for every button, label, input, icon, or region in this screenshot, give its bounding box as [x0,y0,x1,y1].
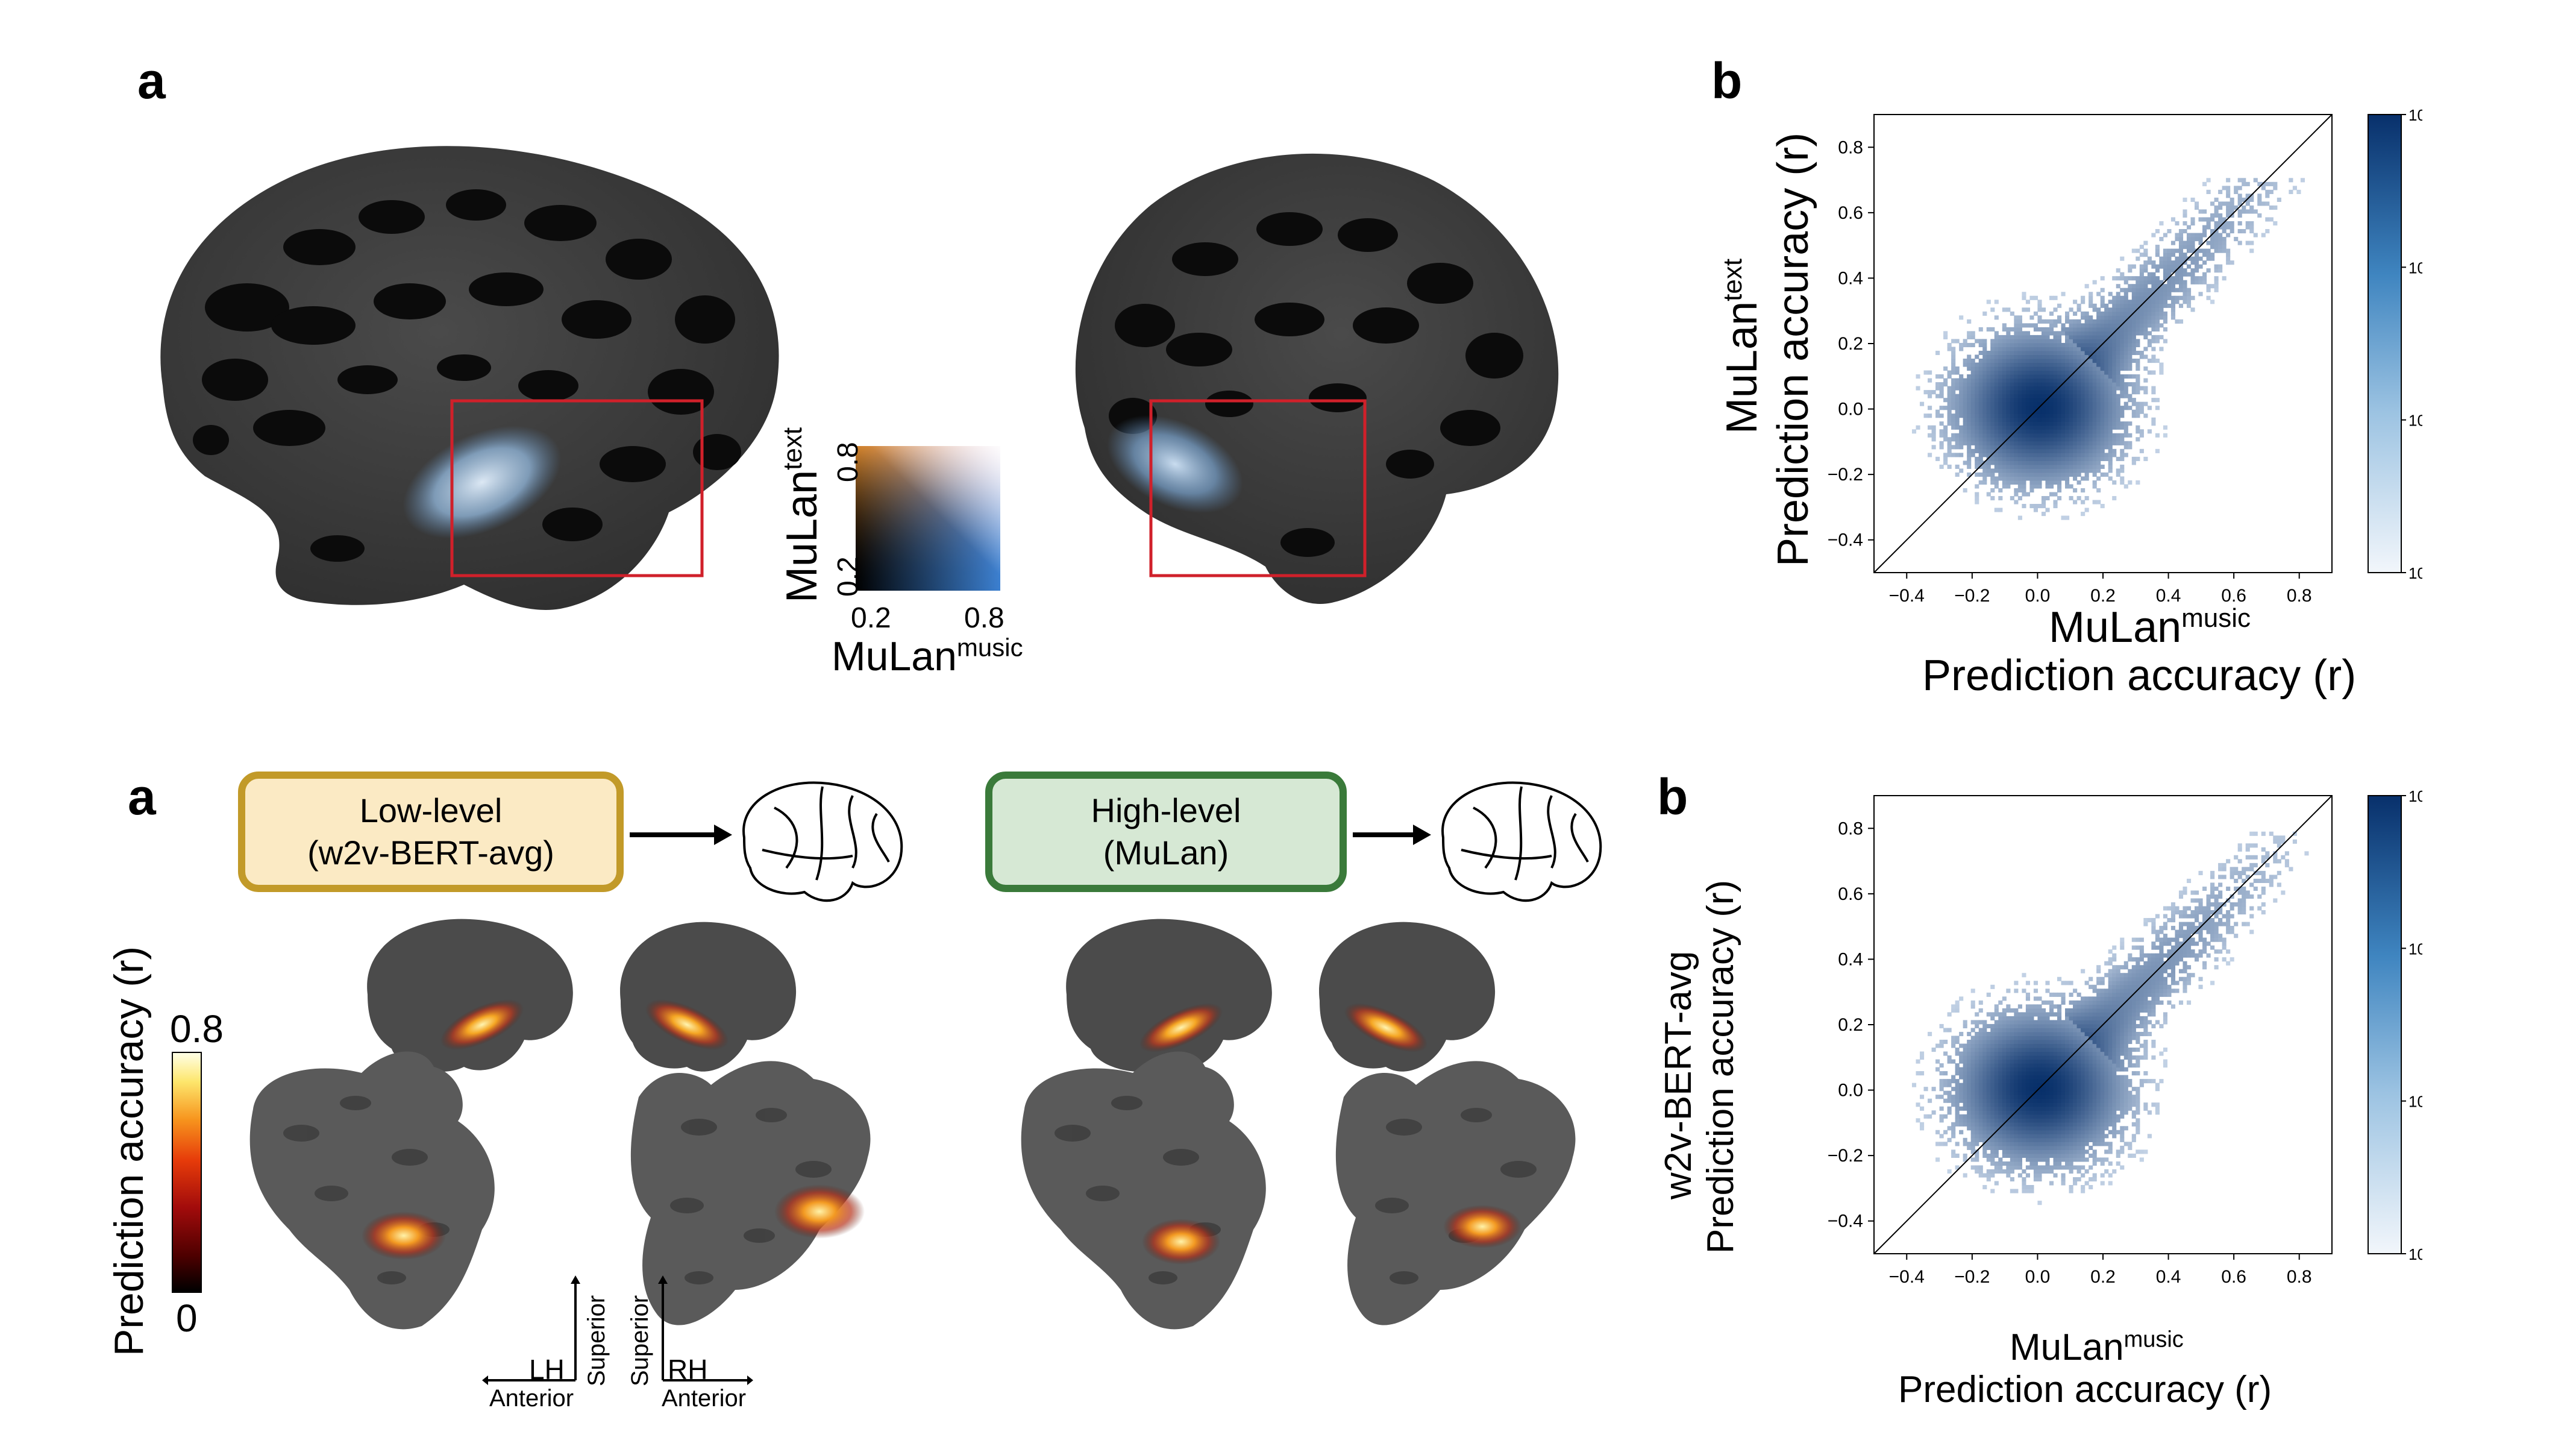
top-scatter-colorbar-tick-label: 10⁻¹ [2408,564,2422,582]
low-level-model-box: Low-level (w2v-BERT-avg) [238,772,624,892]
anterior-label-right: Anterior [662,1385,747,1412]
density-plot-w2v-vs-music: −0.4 −0.2 0.0 0.2 0.4 0.6 0.8 −0.4 −0.2 0.0 0.2 0.4… [1828,787,2422,1287]
top-scatter-colorbar-tick-label: 10² [2408,106,2422,124]
brain-high-rh [1319,922,1496,1072]
top-scatter-ylabel-line1: MuLantext [1718,258,1766,434]
low-level-box-line2: (w2v-BERT-avg) [307,834,554,872]
top-scatter-identity-line [1873,114,2333,573]
low-level-box-line1: Low-level [359,791,503,829]
bottom-scatter-colorbar [2368,795,2402,1254]
high-level-box-line2: (MuLan) [1103,834,1229,872]
colormap-xtick-high: 0.8 [964,602,1004,634]
top-scatter-ytick-label: 0.2 [1838,334,1863,354]
top-scatter-xtick-label: −0.4 [1889,586,1925,606]
panel-label-top-a: a [137,52,166,109]
bottom-scatter-identity-line [1873,795,2333,1254]
inflated-brains-row [367,919,1496,1072]
prediction-accuracy-colorbar [172,1052,202,1293]
bottom-scatter-xtick-label: −0.2 [1954,1267,1990,1287]
flatmap-high-lh [1021,1051,1266,1330]
density-plot-mulan-text-vs-music: −0.4 −0.2 0.0 0.2 0.4 0.6 0.8 −0.4 −0.2 0.0 0.2 0.4… [1828,106,2422,606]
bottom-scatter-ytick-label: 0.8 [1838,819,1863,838]
top-scatter-colorbar-tick-label: 10¹ [2408,259,2422,277]
top-scatter-ytick-label: 0.4 [1838,268,1863,288]
top-scatter-density-bins [1911,178,2305,520]
brain-high-lh [1066,919,1272,1072]
flatmap-high-rh [1335,1061,1576,1325]
top-scatter-colorbar-tick-label: 10⁰ [2408,412,2422,430]
high-level-box-line1: High-level [1091,791,1241,829]
colormap-y-label: MuLantext [778,427,826,603]
top-scatter-ytick-label: 0.8 [1838,137,1863,157]
bottom-scatter-xtick-label: −0.4 [1889,1267,1925,1287]
flatmaps-row [249,1051,1576,1330]
brain-rh-lateral-view [1075,153,1559,604]
flatmap-low-lh [249,1051,495,1330]
top-scatter-colorbar [2368,114,2402,573]
bottom-scatter-xtick-label: 0.0 [2025,1267,2051,1287]
top-scatter-xtick-label: 0.6 [2221,586,2246,606]
bottom-scatter-xtick-label: 0.4 [2156,1267,2181,1287]
bottom-scatter-colorbar-tick-label: 10⁻¹ [2408,1245,2422,1263]
bottom-scatter-xtick-label: 0.8 [2287,1267,2312,1287]
bottom-scatter-xlabel-line2: Prediction accuracy (r) [1898,1369,2272,1410]
bottom-scatter-colorbar-tick-label: 10¹ [2408,940,2422,958]
brain-low-rh [620,922,797,1072]
bottom-scatter-xtick-label: 0.6 [2221,1267,2246,1287]
bottom-scatter-ylabel-line1: w2v-BERT-avg [1658,951,1699,1199]
colorbar-min-label: 0 [176,1297,198,1340]
top-scatter-ytick-label: 0.6 [1838,203,1863,223]
bottom-scatter-density-bins [1911,831,2309,1205]
top-scatter-xlabel-line2: Prediction accuracy (r) [1922,652,2357,700]
bottom-scatter-ytick-label: 0.2 [1838,1015,1863,1035]
high-level-model-box: High-level (MuLan) [985,772,1347,892]
panel-label-bottom-b: b [1657,769,1688,825]
top-scatter-ylabel-line2: Prediction accuracy (r) [1769,132,1817,567]
colorbar-axis-label: Prediction accuracy (r) [106,946,152,1356]
top-scatter-ytick-label: −0.2 [1828,465,1863,485]
superior-label-right: Superior [627,1295,653,1386]
colormap-ytick-low: 0.2 [832,556,864,597]
colormap-ytick-high: 0.8 [832,442,864,482]
panel-label-bottom-a: a [128,769,156,825]
orientation-axes [482,1275,753,1385]
bottom-scatter-ylabel-line2: Prediction accuracy (r) [1700,879,1741,1254]
top-scatter-xtick-label: −0.2 [1954,586,1990,606]
top-scatter-xtick-label: 0.2 [2090,586,2116,606]
top-scatter-xtick-label: 0.0 [2025,586,2051,606]
colorbar-max-label: 0.8 [170,1007,224,1051]
bottom-scatter-ytick-label: 0.0 [1838,1081,1863,1101]
lh-label: LH [529,1354,565,1385]
bottom-scatter-ytick-label: 0.4 [1838,949,1863,969]
panel-label-top-b: b [1711,52,1743,109]
top-scatter-xtick-label: 0.4 [2156,586,2181,606]
rh-label: RH [668,1354,708,1385]
arrow-to-brain-icon-high [1353,781,1602,902]
bottom-scatter-xlabel-line1: MuLanmusic [2010,1327,2184,1368]
bottom-scatter-colorbar-tick-label: 10² [2408,787,2422,805]
brain-lh-lateral-view [160,146,779,610]
brain-low-lh [367,919,573,1072]
colormap-x-label: MuLanmusic [832,633,1023,679]
bottom-scatter-colorbar-tick-label: 10⁰ [2408,1093,2422,1111]
bivariate-colormap [856,446,1000,591]
top-scatter-xtick-label: 0.8 [2287,586,2312,606]
top-scatter-xlabel-line1: MuLanmusic [2049,603,2251,652]
bottom-scatter-ytick-label: 0.6 [1838,884,1863,904]
bottom-scatter-ytick-label: −0.4 [1828,1212,1863,1231]
colormap-xtick-low: 0.2 [851,602,891,634]
superior-label-left: Superior [583,1295,610,1386]
top-scatter-ytick-label: −0.4 [1828,530,1863,550]
top-scatter-ytick-label: 0.0 [1838,400,1863,420]
bottom-scatter-xtick-label: 0.2 [2090,1267,2116,1287]
arrow-to-brain-icon-low [630,781,903,902]
bottom-scatter-ytick-label: −0.2 [1828,1146,1863,1166]
anterior-label-left: Anterior [489,1385,574,1412]
